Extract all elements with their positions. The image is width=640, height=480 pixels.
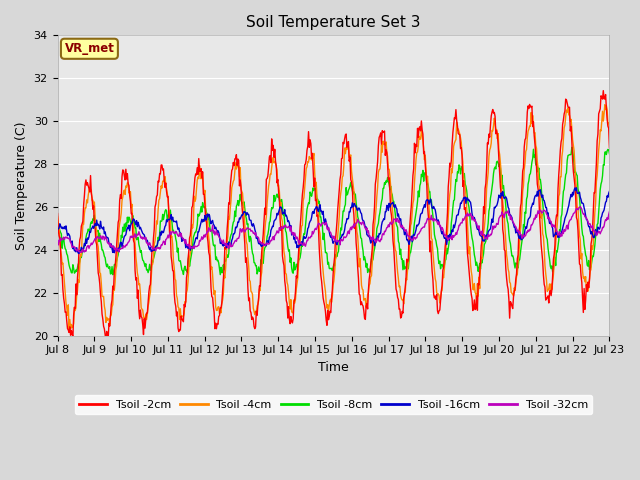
Tsoil -2cm — [207, 267, 214, 273]
Tsoil -8cm — [121, 228, 129, 234]
Tsoil -16cm — [605, 188, 613, 194]
Tsoil -32cm — [63, 235, 71, 240]
Tsoil -16cm — [121, 233, 129, 239]
Tsoil -16cm — [417, 211, 425, 216]
Tsoil -32cm — [605, 209, 613, 215]
Title: Soil Temperature Set 3: Soil Temperature Set 3 — [246, 15, 420, 30]
Tsoil -4cm — [63, 312, 71, 318]
Tsoil -2cm — [121, 177, 129, 183]
Tsoil -16cm — [177, 233, 185, 239]
Tsoil -2cm — [54, 211, 61, 216]
Tsoil -8cm — [54, 226, 61, 231]
Tsoil -8cm — [207, 227, 214, 233]
Line: Tsoil -32cm: Tsoil -32cm — [58, 206, 609, 252]
Tsoil -8cm — [605, 151, 613, 156]
Tsoil -16cm — [401, 229, 409, 235]
Text: VR_met: VR_met — [65, 42, 115, 55]
Tsoil -16cm — [75, 251, 83, 256]
Tsoil -32cm — [207, 228, 214, 234]
Tsoil -4cm — [605, 124, 613, 130]
Tsoil -2cm — [600, 88, 607, 94]
Tsoil -4cm — [401, 289, 409, 295]
Line: Tsoil -4cm: Tsoil -4cm — [58, 105, 609, 329]
Tsoil -8cm — [417, 171, 425, 177]
Tsoil -8cm — [568, 144, 575, 150]
Tsoil -32cm — [78, 250, 86, 255]
Tsoil -2cm — [63, 326, 71, 332]
Tsoil -4cm — [121, 192, 129, 197]
Tsoil -8cm — [63, 252, 71, 258]
Tsoil -16cm — [63, 233, 71, 239]
Tsoil -4cm — [207, 252, 214, 258]
X-axis label: Time: Time — [318, 361, 349, 374]
Line: Tsoil -16cm: Tsoil -16cm — [58, 188, 609, 253]
Tsoil -4cm — [67, 326, 74, 332]
Tsoil -2cm — [417, 118, 425, 124]
Y-axis label: Soil Temperature (C): Soil Temperature (C) — [15, 121, 28, 250]
Tsoil -32cm — [177, 230, 185, 236]
Tsoil -4cm — [54, 214, 61, 219]
Tsoil -16cm — [207, 217, 214, 223]
Tsoil -4cm — [177, 317, 185, 323]
Tsoil -2cm — [177, 313, 185, 319]
Tsoil -32cm — [401, 228, 409, 234]
Tsoil -8cm — [401, 264, 409, 270]
Tsoil -32cm — [54, 240, 61, 246]
Tsoil -2cm — [401, 284, 409, 290]
Tsoil -16cm — [573, 185, 580, 191]
Line: Tsoil -2cm: Tsoil -2cm — [58, 91, 609, 341]
Tsoil -4cm — [417, 128, 425, 134]
Line: Tsoil -8cm: Tsoil -8cm — [58, 147, 609, 275]
Tsoil -32cm — [577, 204, 584, 209]
Tsoil -2cm — [605, 145, 613, 151]
Tsoil -8cm — [109, 272, 116, 277]
Tsoil -16cm — [54, 227, 61, 233]
Tsoil -32cm — [417, 226, 425, 231]
Tsoil -8cm — [177, 262, 185, 268]
Tsoil -2cm — [102, 338, 109, 344]
Legend: Tsoil -2cm, Tsoil -4cm, Tsoil -8cm, Tsoil -16cm, Tsoil -32cm: Tsoil -2cm, Tsoil -4cm, Tsoil -8cm, Tsoi… — [74, 395, 593, 414]
Tsoil -4cm — [601, 102, 609, 108]
Tsoil -32cm — [121, 244, 129, 250]
